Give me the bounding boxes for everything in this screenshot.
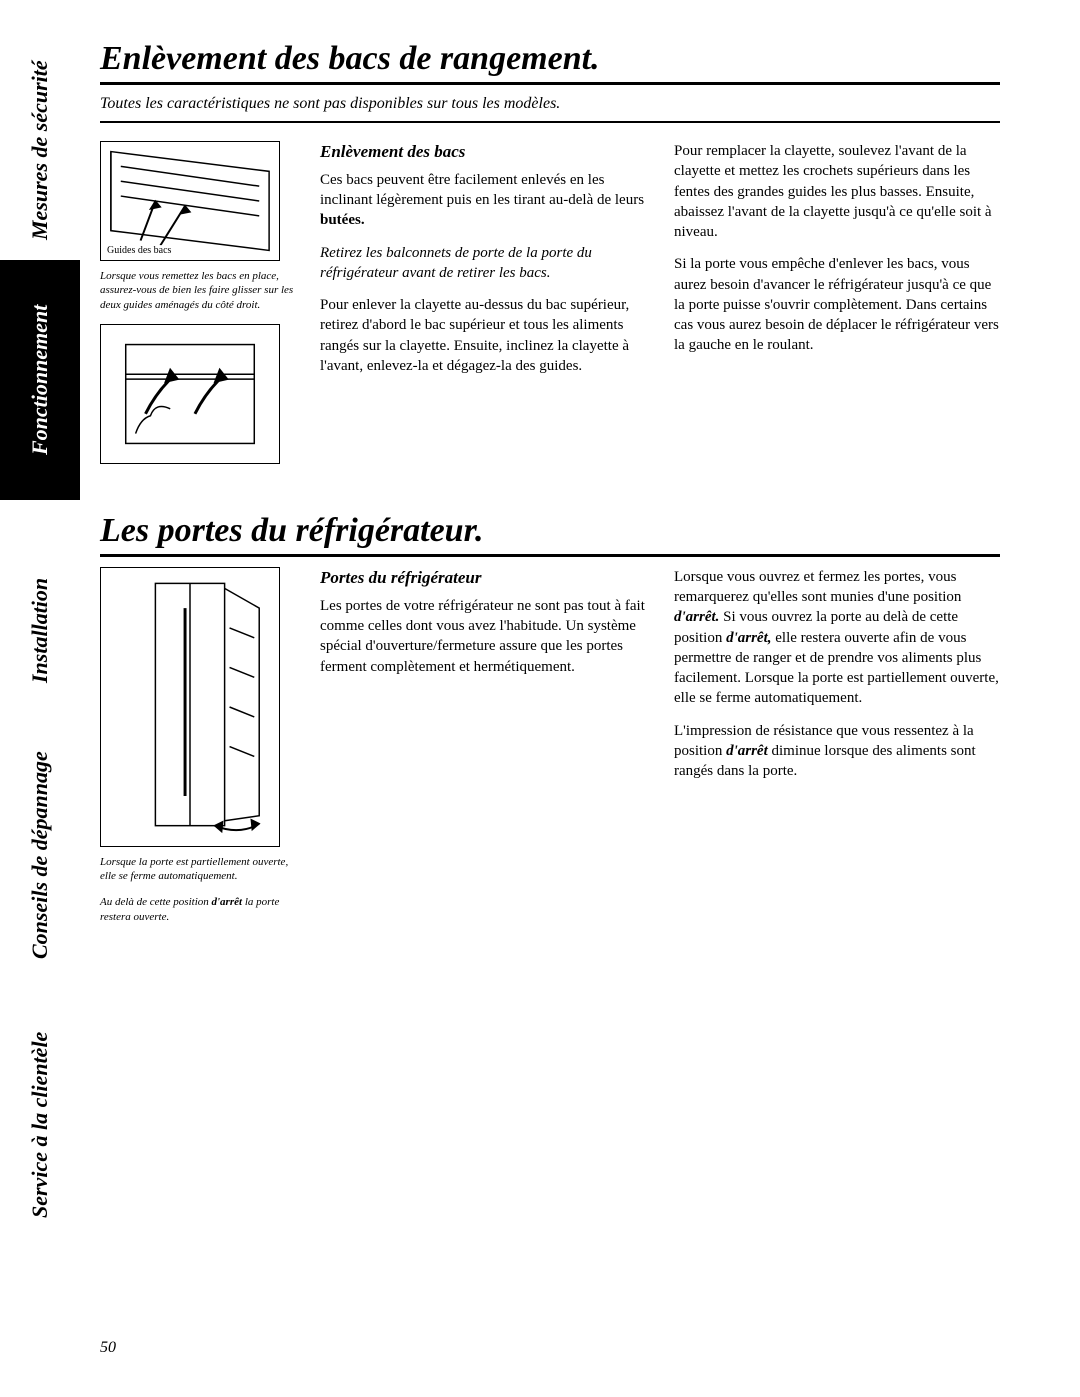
figure2-caption-2: Au delà de cette position d'arrêt la por… <box>100 895 300 924</box>
tab-label: Service à la clientèle <box>27 1032 53 1218</box>
section2-p2: Lorsque vous ouvrez et fermez les portes… <box>674 567 1000 709</box>
tab-service-clientele[interactable]: Service à la clientèle <box>0 990 80 1260</box>
tab-conseils-depannage[interactable]: Conseils de dépannage <box>0 720 80 990</box>
section1-p3: Pour enlever la clayette au-dessus du ba… <box>320 295 646 376</box>
fridge-doors-icon <box>101 567 279 847</box>
tab-label: Mesures de sécurité <box>27 60 53 240</box>
sidebar-tabs: Mesures de sécurité Fonctionnement Insta… <box>0 0 80 1397</box>
tab-mesures-securite[interactable]: Mesures de sécurité <box>0 40 80 260</box>
shelf-remove-icon <box>101 324 279 464</box>
figure-column-2: Lorsque la porte est partiellement ouver… <box>100 567 300 936</box>
section1-heading: Enlèvement des bacs <box>320 141 646 164</box>
section1-p5: Si la porte vous empêche d'enlever les b… <box>674 254 1000 355</box>
figure-fridge-doors <box>100 567 280 847</box>
tab-label: Fonctionnement <box>27 305 53 455</box>
section2-heading: Portes du réfrigérateur <box>320 567 646 590</box>
section1-p4: Pour remplacer la clayette, soulevez l'a… <box>674 141 1000 242</box>
bin-guides-icon <box>101 141 279 261</box>
page-content: Enlèvement des bacs de rangement. Toutes… <box>100 40 1000 976</box>
section1-p1: Ces bacs peuvent être facilement enlevés… <box>320 170 646 231</box>
tab-label: Conseils de dépannage <box>27 751 53 959</box>
section1-text: Enlèvement des bacs Ces bacs peuvent êtr… <box>320 141 1000 472</box>
section2-p1: Les portes de votre réfrigérateur ne son… <box>320 596 646 677</box>
section1-note: Toutes les caractéristiques ne sont pas … <box>100 95 1000 113</box>
figure-caption-1: Lorsque vous remettez les bacs en place,… <box>100 269 300 312</box>
section1-title: Enlèvement des bacs de rangement. <box>100 40 1000 85</box>
figure-bin-guides: Guides des bacs <box>100 141 280 261</box>
tab-installation[interactable]: Installation <box>0 540 80 720</box>
section2-title: Les portes du réfrigérateur. <box>100 512 1000 557</box>
rule <box>100 121 1000 123</box>
section1-p2: Retirez les balconnets de porte de la po… <box>320 243 646 284</box>
figure-shelf-remove <box>100 324 280 464</box>
figure-internal-label: Guides des bacs <box>107 245 171 256</box>
section2-p3: L'impression de résistance que vous ress… <box>674 721 1000 782</box>
figure2-caption-1: Lorsque la porte est partiellement ouver… <box>100 855 300 884</box>
section2-body: Lorsque la porte est partiellement ouver… <box>100 567 1000 936</box>
section1-body: Guides des bacs Lorsque vous remettez le… <box>100 141 1000 472</box>
tab-fonctionnement[interactable]: Fonctionnement <box>0 260 80 500</box>
page-number: 50 <box>100 1339 116 1357</box>
tab-label: Installation <box>27 577 53 682</box>
section2-text: Portes du réfrigérateur Les portes de vo… <box>320 567 1000 936</box>
figure-column: Guides des bacs Lorsque vous remettez le… <box>100 141 300 472</box>
